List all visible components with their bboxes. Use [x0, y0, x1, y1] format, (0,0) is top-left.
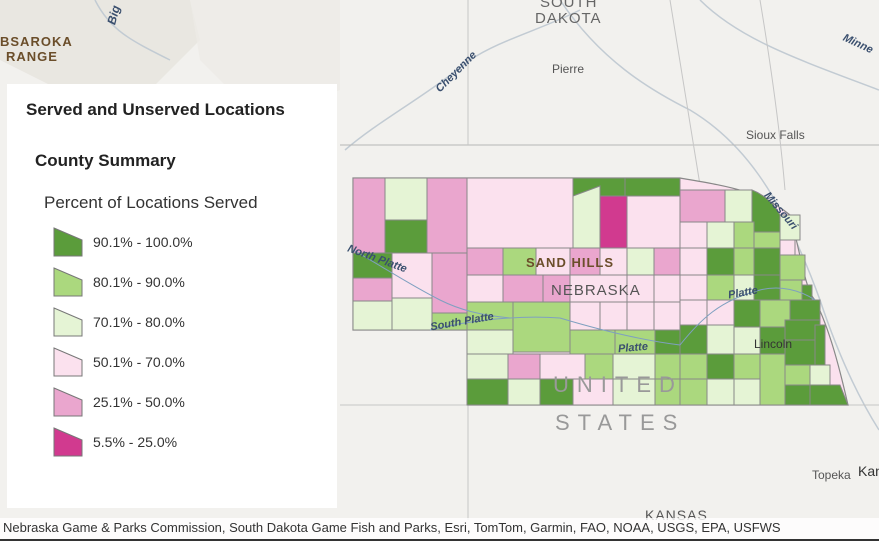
legend-item: 50.1% - 70.0%: [53, 347, 185, 377]
legend-item-label: 90.1% - 100.0%: [93, 234, 193, 250]
legend-item-label: 5.5% - 25.0%: [93, 434, 178, 450]
legend-item-label: 25.1% - 50.0%: [93, 394, 185, 410]
legend-item-label: 50.1% - 70.0%: [93, 354, 185, 370]
legend-swatch: [53, 307, 83, 337]
legend-subtitle: County Summary: [35, 151, 176, 170]
map-label-absaroka: BSAROKA: [0, 34, 73, 49]
map-label-pierre: Pierre: [552, 62, 585, 76]
map-label-nebraska: NEBRASKA: [551, 282, 641, 299]
legend-title: Served and Unserved Locations: [26, 100, 285, 119]
map-label-south: SOUTH: [540, 0, 598, 11]
map-label-states: STATES: [555, 410, 686, 435]
legend-swatch: [53, 387, 83, 417]
map-label-kan: Kan: [858, 463, 879, 479]
map-label-united: UNITED: [553, 372, 683, 397]
legend-item: 80.1% - 90.0%: [53, 267, 185, 297]
legend-item: 70.1% - 80.0%: [53, 307, 185, 337]
legend-swatch: [53, 347, 83, 377]
map-label-range: RANGE: [6, 49, 58, 64]
map-label-topeka: Topeka: [812, 468, 851, 482]
map-label-sioux-falls: Sioux Falls: [746, 128, 805, 142]
map-label-sand-hills: SAND HILLS: [526, 255, 614, 270]
legend-swatch: [53, 267, 83, 297]
legend-item-label: 70.1% - 80.0%: [93, 314, 185, 330]
legend-field-name: Percent of Locations Served: [44, 193, 258, 212]
map-label-lincoln: Lincoln: [754, 337, 793, 351]
legend-swatch: [53, 427, 83, 457]
legend-item: 25.1% - 50.0%: [53, 387, 185, 417]
legend-item: 5.5% - 25.0%: [53, 427, 177, 457]
legend-panel: Served and Unserved Locations County Sum…: [7, 84, 337, 508]
legend-item: 90.1% - 100.0%: [53, 227, 193, 257]
map-attribution: Nebraska Game & Parks Commission, South …: [0, 518, 879, 541]
legend-swatch: [53, 227, 83, 257]
map-label-dakota: DAKOTA: [535, 10, 602, 27]
legend-item-label: 80.1% - 90.0%: [93, 274, 185, 290]
